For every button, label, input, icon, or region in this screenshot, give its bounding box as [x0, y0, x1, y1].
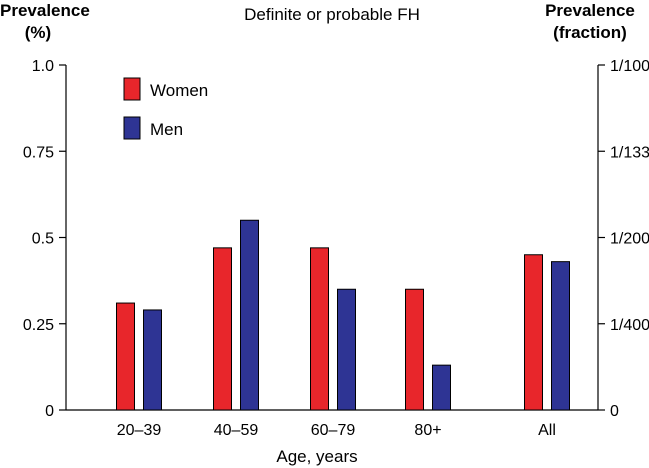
category-label: 80+: [414, 422, 441, 439]
right-axis-label-line1: Prevalence: [545, 1, 635, 20]
left-tick-label: 0.75: [23, 144, 54, 161]
bar-women-4: [524, 254, 543, 411]
legend-label-women: Women: [150, 81, 208, 100]
category-label: All: [538, 422, 556, 439]
category-label: 40–59: [214, 422, 259, 439]
bar-men-0: [143, 309, 162, 411]
left-tick-label: 0: [45, 403, 54, 420]
right-tick-label: 1/133: [610, 144, 649, 161]
right-tick-label: 1/400: [610, 317, 649, 334]
legend: Women Men: [123, 77, 208, 140]
bar-women-1: [213, 247, 232, 411]
right-axis-label-line2: (fraction): [553, 23, 627, 42]
left-axis-label-line2: (%): [25, 23, 51, 42]
left-axis-label-line1: Prevalence: [0, 1, 90, 20]
bar-women-0: [116, 302, 135, 411]
right-tick-label: 0: [610, 403, 619, 420]
left-tick-label: 1.0: [32, 58, 54, 75]
bar-men-3: [432, 364, 451, 411]
left-tick-label: 0.25: [23, 317, 54, 334]
bar-men-2: [337, 288, 356, 411]
right-tick-label: 1/100: [610, 58, 649, 75]
category-label: 20–39: [117, 422, 162, 439]
bar-women-3: [405, 288, 424, 411]
bar-men-1: [240, 219, 259, 411]
bar-women-2: [310, 247, 329, 411]
bars: [116, 219, 570, 411]
chart-title: Definite or probable FH: [244, 5, 420, 24]
category-label: 60–79: [311, 422, 356, 439]
legend-swatch-men: [123, 116, 141, 140]
bar-men-4: [551, 261, 570, 411]
left-tick-label: 0.5: [32, 231, 54, 248]
left-axis-ticks: 0 0.25 0.5 0.75 1.0: [23, 58, 66, 420]
x-axis-label: Age, years: [276, 447, 357, 466]
right-axis-ticks: 0 1/400 1/200 1/133 1/100: [598, 58, 649, 420]
legend-swatch-women: [123, 77, 141, 101]
category-labels: 20–39 40–59 60–79 80+ All: [117, 422, 556, 439]
right-tick-label: 1/200: [610, 231, 649, 248]
legend-label-men: Men: [150, 120, 183, 139]
